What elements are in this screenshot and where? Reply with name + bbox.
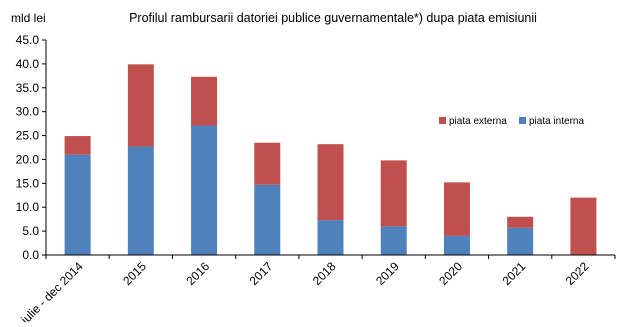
bar-piata-interna [64,154,91,255]
x-tick-label: 2018 [310,259,339,288]
legend-label: piata externa [449,116,507,127]
y-axis-label: mld lei [11,11,46,25]
bar-piata-externa [191,76,218,126]
bar-piata-externa [127,64,154,147]
bar-piata-externa [254,142,281,185]
x-tick-label: iulie - dec 2014 [18,259,86,322]
bar-piata-interna [507,227,534,255]
bar-piata-interna [317,220,344,255]
y-axis: 0.0 5.0 10.0 15.0 20.0 25.0 30.0 35.0 40.0 45.0 [16,33,47,262]
y-tick-label: 10.0 [16,200,40,214]
x-tick-label: 2022 [563,259,592,288]
y-tick-label: 5.0 [22,224,39,238]
x-axis: iulie - dec 2014 2015 2016 2017 2018 2019 2020… [18,254,616,327]
bars [64,64,597,256]
x-tick-label: 2020 [436,259,465,288]
x-tick-label: 2021 [500,259,529,288]
legend-swatch [519,117,526,124]
bar-piata-externa [443,182,470,236]
y-tick-label: 25.0 [16,129,40,143]
x-tick-label: 2019 [373,259,402,288]
bar-piata-externa [317,144,344,221]
bar-piata-externa [507,216,534,228]
x-tick-label: 2017 [247,259,276,288]
bar-piata-interna [254,184,281,255]
y-tick-label: 35.0 [16,81,40,95]
y-tick-label: 0.0 [22,248,39,262]
bar-piata-externa [380,160,407,227]
y-tick-label: 45.0 [16,33,40,47]
x-tick-label: 2015 [120,259,149,288]
legend-label: piata interna [529,116,584,127]
y-tick-label: 30.0 [16,105,40,119]
y-tick-label: 40.0 [16,57,40,71]
y-tick-label: 15.0 [16,176,40,190]
legend-swatch [439,117,446,124]
bar-piata-externa [64,136,91,155]
bar-piata-interna [380,226,407,255]
y-tick-label: 20.0 [16,152,40,166]
x-tick-label: 2016 [183,259,212,288]
bar-piata-interna [127,146,154,255]
legend: piata externa piata interna [439,116,584,127]
bar-piata-interna [443,235,470,255]
bar-piata-interna [191,125,218,256]
bar-piata-externa [570,197,597,255]
chart-title: Profilul rambursarii datoriei publice gu… [129,11,537,25]
